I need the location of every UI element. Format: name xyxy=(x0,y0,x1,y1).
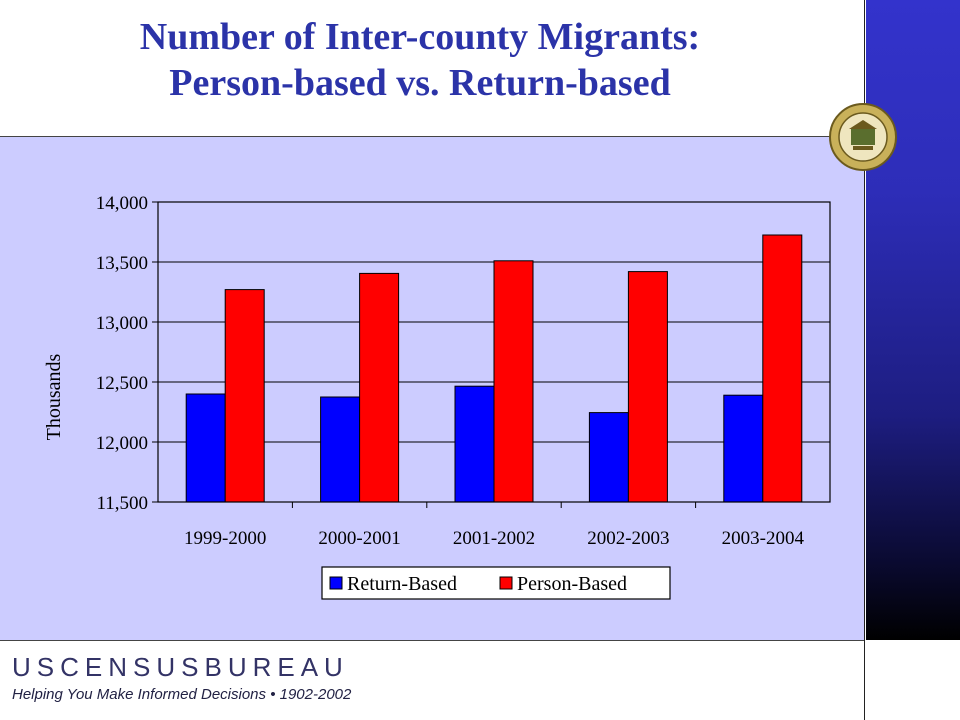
footer-tagline: Helping You Make Informed Decisions • 19… xyxy=(12,686,352,703)
bar-person-based-2003-2004 xyxy=(762,234,803,503)
bar-person-based-2002-2003 xyxy=(627,271,668,503)
y-tick-label: 11,500 xyxy=(96,493,148,514)
x-tick-label: 2002-2003 xyxy=(587,528,669,549)
divider-line xyxy=(864,0,865,720)
bar-return-based-2003-2004 xyxy=(723,394,764,503)
plot-frame xyxy=(157,201,831,503)
title-line-1: Number of Inter-county Migrants: xyxy=(139,16,701,58)
bar-person-based-2001-2002 xyxy=(493,260,534,503)
slide-title: Number of Inter-county Migrants: Person-… xyxy=(20,14,820,106)
y-tick-label: 13,000 xyxy=(96,313,148,334)
legend-swatch-person-based xyxy=(499,576,513,590)
bar-chart: 11,500 12,000 12,500 13,000 13,500 14,000 199… xyxy=(43,193,831,600)
decorative-side-bar xyxy=(866,0,960,640)
legend-swatch-return-based xyxy=(329,576,343,590)
census-bureau-logo: USCENSUSBUREAU xyxy=(12,652,349,682)
y-tick-label: 12,500 xyxy=(96,373,148,394)
bar-return-based-2002-2003 xyxy=(588,412,629,503)
bar-return-based-2001-2002 xyxy=(454,385,495,503)
bar-return-based-1999-2000 xyxy=(185,393,226,503)
x-tick-label: 1999-2000 xyxy=(184,528,266,549)
legend: Return-Based Person-Based xyxy=(321,566,671,600)
bar-return-based-2000-2001 xyxy=(320,396,361,503)
bar-person-based-1999-2000 xyxy=(224,289,265,503)
y-axis-label: Thousands xyxy=(43,353,65,440)
y-tick-label: 12,000 xyxy=(96,433,148,454)
legend-label-return-based: Return-Based xyxy=(347,573,457,595)
bar-person-based-2000-2001 xyxy=(359,272,400,503)
y-tick-label: 13,500 xyxy=(96,253,148,274)
legend-label-person-based: Person-Based xyxy=(517,573,627,595)
legend-box xyxy=(321,566,671,600)
us-department-of-commerce-seal-icon xyxy=(829,103,897,171)
y-tick-label: 14,000 xyxy=(96,193,148,214)
x-tick-label: 2003-2004 xyxy=(722,528,805,549)
x-tick-label: 2000-2001 xyxy=(318,528,400,549)
chart-panel: 11,500 12,000 12,500 13,000 13,500 14,000 199… xyxy=(0,136,864,641)
x-tick-label: 2001-2002 xyxy=(453,528,535,549)
title-line-2: Person-based vs. Return-based xyxy=(169,62,671,104)
